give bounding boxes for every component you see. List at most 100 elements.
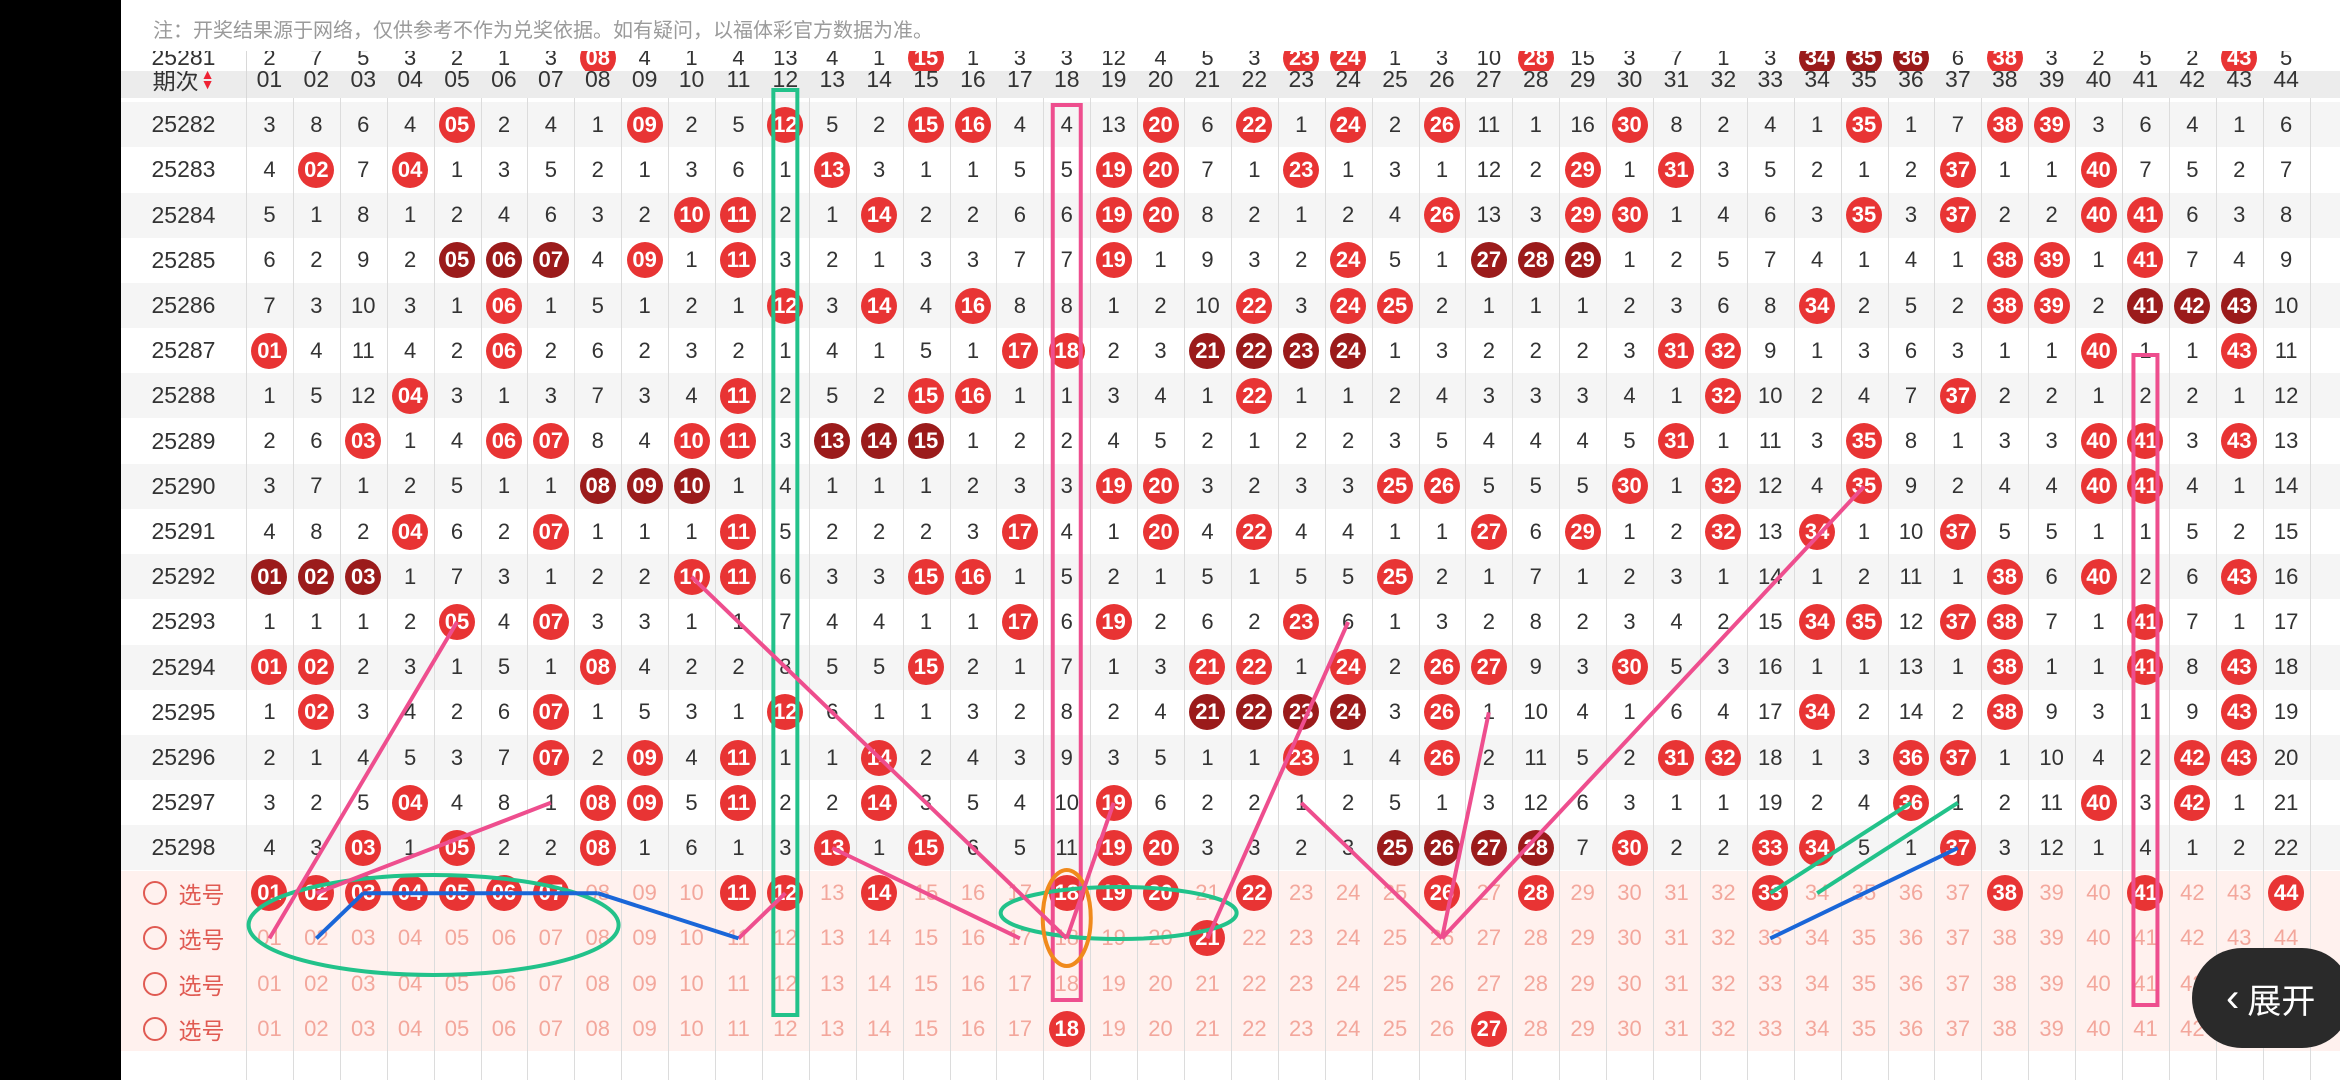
picker-cell[interactable]: 43 (2227, 880, 2252, 906)
picker-cell[interactable]: 30 (1617, 1015, 1642, 1041)
picker-cell[interactable]: 32 (1711, 925, 1736, 951)
picker-cell-selected[interactable]: 22 (1231, 871, 1278, 916)
selected-number-ball[interactable]: 04 (392, 875, 429, 912)
picker-cell[interactable]: 16 (960, 1015, 986, 1041)
picker-cell[interactable]: 06 (491, 925, 517, 951)
picker-cell[interactable]: 37 (1945, 1015, 1971, 1041)
picker-cell[interactable]: 23 (1289, 925, 1314, 951)
picker-cell[interactable]: 32 (1711, 970, 1736, 996)
selected-number-ball[interactable]: 06 (485, 875, 522, 912)
picker-cell[interactable]: 27 (1476, 925, 1502, 951)
picker-cell[interactable]: 30 (1617, 880, 1642, 906)
picker-cell[interactable]: 36 (1898, 970, 1924, 996)
picker-cell-selected[interactable]: 19 (1090, 871, 1137, 916)
picker-cell[interactable]: 33 (1758, 1015, 1783, 1041)
picker-cell[interactable]: 15 (913, 880, 939, 906)
picker-cell[interactable]: 20 (1148, 925, 1173, 951)
picker-cell[interactable]: 07 (538, 970, 564, 996)
picker-cell[interactable]: 25 (1382, 925, 1408, 951)
picker-cell[interactable]: 35 (1851, 970, 1877, 996)
picker-cell[interactable]: 31 (1664, 970, 1689, 996)
picker-cell[interactable]: 40 (2086, 1015, 2111, 1041)
picker-cell-selected[interactable]: 03 (340, 871, 387, 916)
picker-cell[interactable]: 38 (1992, 1015, 2017, 1041)
picker-cell[interactable]: 40 (2086, 880, 2111, 906)
picker-cell[interactable]: 28 (1523, 970, 1548, 996)
picker-cell[interactable]: 41 (2133, 970, 2158, 996)
picker-cell[interactable]: 35 (1851, 925, 1877, 951)
picker-cell[interactable]: 08 (585, 880, 610, 906)
picker-cell[interactable]: 31 (1664, 1015, 1689, 1041)
selected-number-ball[interactable]: 41 (2127, 875, 2164, 912)
picker-cell-selected[interactable]: 41 (2122, 871, 2169, 916)
picker-cell[interactable]: 22 (1242, 925, 1267, 951)
picker-cell-selected[interactable]: 05 (434, 871, 481, 916)
picker-cell[interactable]: 24 (1335, 925, 1361, 951)
picker-cell-selected[interactable]: 33 (1747, 871, 1794, 916)
radio-button-icon[interactable] (142, 881, 167, 906)
picker-cell[interactable]: 29 (1570, 925, 1595, 951)
picker-cell[interactable]: 19 (1101, 970, 1126, 996)
selected-number-ball[interactable]: 28 (1517, 875, 1554, 912)
selected-number-ball[interactable]: 02 (298, 875, 335, 912)
picker-cell[interactable]: 34 (1804, 880, 1830, 906)
picker-cell[interactable]: 03 (351, 1015, 376, 1041)
picker-cell[interactable]: 15 (913, 925, 939, 951)
picker-cell[interactable]: 39 (2039, 1015, 2064, 1041)
picker-cell[interactable]: 17 (1007, 1015, 1033, 1041)
picker-cell[interactable]: 21 (1195, 1015, 1220, 1041)
picker-cell[interactable]: 25 (1382, 970, 1408, 996)
radio-button-icon[interactable] (142, 971, 167, 996)
selected-number-ball[interactable]: 03 (345, 875, 382, 912)
picker-cell[interactable]: 07 (538, 925, 564, 951)
picker-cell[interactable]: 38 (1992, 970, 2017, 996)
picker-cell[interactable]: 36 (1898, 925, 1924, 951)
picker-cell-selected[interactable]: 18 (1043, 871, 1090, 916)
picker-cell[interactable]: 26 (1429, 970, 1455, 996)
expand-button[interactable]: ‹ 展开 (2192, 948, 2340, 1048)
picker-cell[interactable]: 04 (397, 1015, 423, 1041)
picker-cell[interactable]: 42 (2180, 925, 2205, 951)
picker-row-label[interactable]: 选号 (121, 915, 247, 961)
picker-cell[interactable]: 09 (632, 970, 657, 996)
picker-cell[interactable]: 44 (2273, 925, 2299, 951)
picker-cell[interactable]: 23 (1289, 1015, 1314, 1041)
picker-cell[interactable]: 35 (1851, 1015, 1877, 1041)
period-header[interactable]: 期次 ▲ ▼ (121, 60, 247, 98)
picker-cell[interactable]: 12 (773, 925, 798, 951)
picker-cell[interactable]: 14 (866, 970, 892, 996)
picker-cell[interactable]: 37 (1945, 970, 1971, 996)
picker-cell[interactable]: 29 (1570, 880, 1595, 906)
selected-number-ball[interactable]: 12 (767, 875, 804, 912)
picker-cell[interactable]: 01 (257, 970, 282, 996)
picker-cell[interactable]: 10 (679, 970, 704, 996)
picker-cell[interactable]: 23 (1289, 880, 1314, 906)
picker-cell[interactable]: 30 (1617, 970, 1642, 996)
picker-cell[interactable]: 05 (444, 925, 470, 951)
picker-cell[interactable]: 03 (351, 925, 376, 951)
picker-cell[interactable]: 30 (1617, 925, 1642, 951)
picker-cell[interactable]: 12 (773, 970, 798, 996)
picker-cell[interactable]: 08 (585, 970, 610, 996)
selected-number-ball[interactable]: 26 (1423, 875, 1460, 912)
picker-cell[interactable]: 19 (1101, 1015, 1126, 1041)
selected-number-ball[interactable]: 07 (532, 875, 569, 912)
selected-number-ball[interactable]: 33 (1752, 875, 1789, 912)
picker-cell-selected[interactable]: 18 (1043, 1006, 1090, 1051)
picker-cell-selected[interactable]: 21 (1184, 916, 1231, 961)
selected-number-ball[interactable]: 22 (1236, 875, 1273, 912)
picker-cell[interactable]: 39 (2039, 925, 2064, 951)
picker-cell[interactable]: 40 (2086, 970, 2111, 996)
picker-cell[interactable]: 09 (632, 925, 657, 951)
picker-cell[interactable]: 23 (1289, 970, 1314, 996)
picker-cell[interactable]: 14 (866, 925, 892, 951)
picker-cell[interactable]: 37 (1945, 880, 1971, 906)
picker-cell-selected[interactable]: 06 (481, 871, 528, 916)
selected-number-ball[interactable]: 38 (1986, 875, 2023, 912)
picker-cell[interactable]: 28 (1523, 1015, 1548, 1041)
picker-cell[interactable]: 34 (1804, 970, 1830, 996)
picker-cell[interactable]: 26 (1429, 1015, 1455, 1041)
picker-cell[interactable]: 21 (1195, 970, 1220, 996)
picker-cell[interactable]: 36 (1898, 880, 1924, 906)
picker-cell[interactable]: 18 (1054, 925, 1079, 951)
